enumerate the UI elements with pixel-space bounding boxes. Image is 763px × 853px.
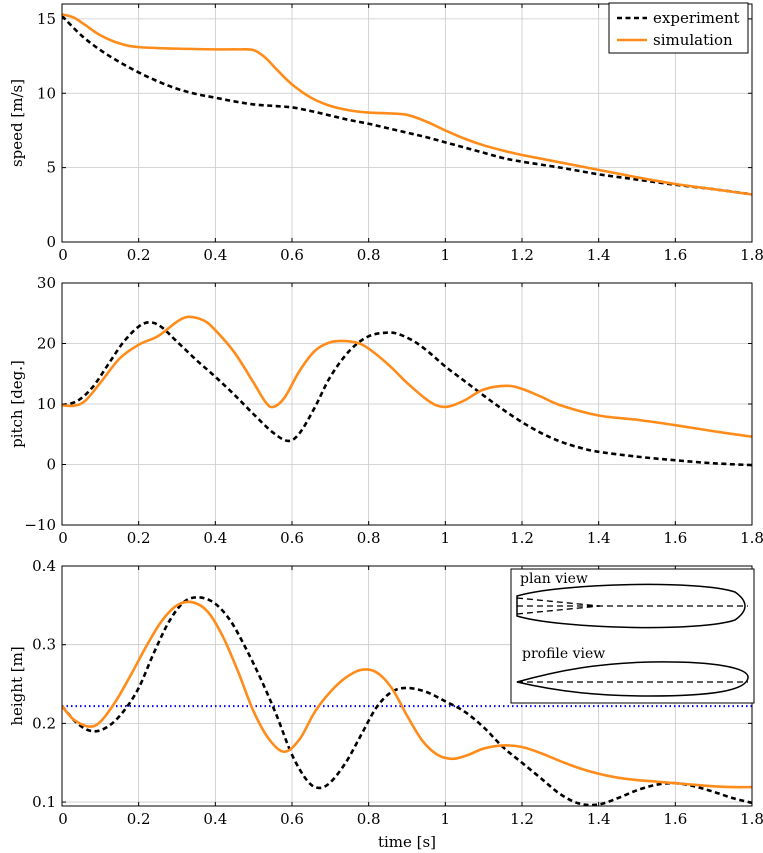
- legend-simulation-label: simulation: [653, 31, 733, 49]
- y-tick-label: 5: [46, 159, 56, 177]
- y-tick-label: 10: [37, 395, 56, 413]
- plan-view-edge-lower: [516, 605, 601, 615]
- y-axis-label: height [m]: [8, 646, 26, 725]
- x-tick-label: 1.6: [663, 246, 687, 264]
- y-tick-label: 30: [37, 274, 56, 292]
- series-line-simulation: [62, 315, 752, 438]
- y-axis-label: speed [m/s]: [8, 79, 26, 167]
- y-tick-label: 20: [37, 335, 56, 353]
- x-tick-label: 0: [58, 529, 68, 547]
- inset-schematic: plan view profile view: [510, 568, 755, 704]
- y-tick-label: 0: [46, 233, 56, 251]
- y-tick-label: −10: [24, 516, 56, 534]
- series-line-simulation: [62, 13, 752, 196]
- x-tick-label: 1.2: [510, 246, 534, 264]
- pitch-panel: 0 0.2 0.4 0.6 0.8 1 1.2 1.4 1.6 1.8−100102030pitc…: [8, 274, 763, 547]
- profile-view-hull: [516, 661, 749, 697]
- x-tick-label: 0: [58, 246, 68, 264]
- x-tick-label: 0.4: [203, 246, 227, 264]
- x-axis-label: time [s]: [378, 833, 436, 851]
- x-tick-label: 0.6: [280, 810, 304, 828]
- x-tick-label: 0.4: [203, 529, 227, 547]
- x-tick-label: 1.4: [587, 529, 611, 547]
- x-tick-label: 0: [58, 810, 68, 828]
- legend-experiment-label: experiment: [653, 9, 740, 27]
- speed-panel: 0 0.2 0.4 0.6 0.8 1 1.2 1.4 1.6 1.8 0 5 10 15 speed [m…: [8, 3, 763, 264]
- plan-view-edge-upper: [516, 597, 601, 607]
- series-line-experiment: [62, 596, 752, 806]
- x-tick-label: 0.8: [357, 810, 381, 828]
- axes-frame: [61, 3, 753, 243]
- x-tick-label: 0.2: [127, 810, 151, 828]
- x-tick-label: 1.6: [663, 529, 687, 547]
- inset-box: [510, 568, 755, 704]
- x-tick-label: 1.6: [663, 810, 687, 828]
- x-tick-label: 1.8: [740, 810, 763, 828]
- legend-box: [608, 2, 749, 54]
- x-tick-label: 1.2: [510, 529, 534, 547]
- x-tick-label: 1.4: [587, 246, 611, 264]
- legend: experiment simulation: [608, 2, 749, 54]
- y-axis-label: pitch [deg.]: [8, 360, 26, 448]
- plan-view-label: plan view: [520, 571, 588, 587]
- series-line-experiment: [62, 14, 752, 196]
- y-tick-label: 0.1: [32, 793, 56, 811]
- x-tick-label: 0.2: [127, 246, 151, 264]
- x-tick-label: 0.2: [127, 529, 151, 547]
- x-tick-label: 0.8: [357, 529, 381, 547]
- plan-view-hull: [516, 583, 746, 629]
- x-tick-label: 0.6: [280, 246, 304, 264]
- series-line-simulation: [62, 600, 752, 789]
- x-tick-label: 0.8: [357, 246, 381, 264]
- y-tick-label: 15: [37, 10, 56, 28]
- x-tick-label: 1: [441, 529, 451, 547]
- x-tick-label: 1.8: [740, 246, 763, 264]
- profile-view-label: profile view: [522, 646, 605, 662]
- y-tick-label: 0.4: [32, 557, 56, 575]
- x-tick-label: 1.8: [740, 529, 763, 547]
- y-tick-label: 0.2: [32, 714, 56, 732]
- y-tick-label: 0.3: [32, 636, 56, 654]
- x-tick-label: 0.4: [203, 810, 227, 828]
- x-tick-label: 1.4: [587, 810, 611, 828]
- series-line-experiment: [62, 321, 752, 467]
- height-panel: 0 0.2 0.4 0.6 0.8 1 1.2 1.4 1.6 1.8 0.1 0.2 0.3 0.4 he…: [8, 557, 763, 851]
- x-tick-label: 1: [441, 246, 451, 264]
- x-tick-label: 1: [441, 810, 451, 828]
- y-tick-label: 10: [37, 84, 56, 102]
- y-tick-label: 0: [46, 456, 56, 474]
- x-tick-label: 1.2: [510, 810, 534, 828]
- x-tick-label: 0.6: [280, 529, 304, 547]
